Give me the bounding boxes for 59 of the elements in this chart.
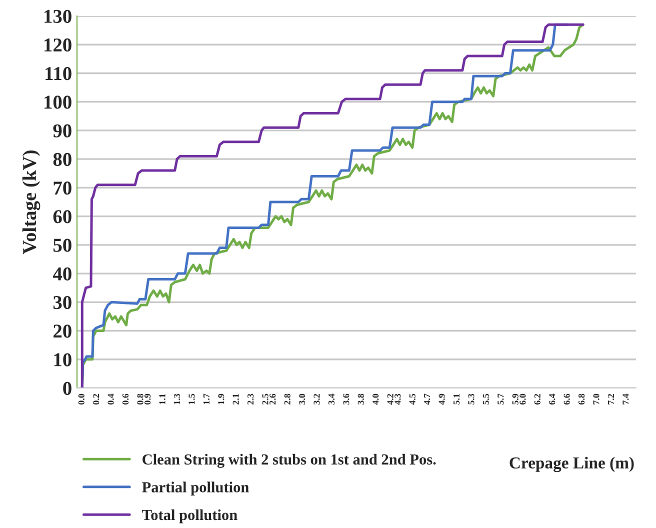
y-tick-label: 30: [53, 296, 72, 310]
y-axis-title: Voltage (kV): [22, 150, 40, 254]
y-tick-label: 60: [53, 210, 72, 224]
x-tick-label: 4.7: [424, 394, 430, 405]
y-tick-label: 110: [46, 67, 72, 80]
y-tick-label: 10: [54, 353, 72, 366]
x-tick-label: 4.2: [387, 394, 394, 405]
legend-label: Total pollution: [142, 509, 238, 524]
x-tick-label: 7.0: [593, 394, 600, 404]
x-tick-label: 3.4: [328, 394, 335, 404]
y-tick-label: 20: [54, 324, 72, 338]
y-tick-label: 50: [53, 238, 72, 252]
x-tick-label: 2.5: [262, 394, 268, 404]
x-tick-label: 4.0: [372, 394, 379, 405]
y-tick-label: 130: [44, 10, 72, 23]
x-tick-label: 5.3: [468, 394, 474, 404]
x-tick-label: 1.7: [203, 394, 210, 404]
x-tick-label: 0.9: [144, 394, 151, 404]
x-tick-label: 4.5: [409, 394, 416, 405]
x-tick-label: 5.7: [498, 394, 504, 404]
x-tick-label: 0.0: [78, 394, 84, 404]
x-tick-label: 6.8: [578, 394, 585, 405]
x-tick-label: 0.8: [137, 394, 144, 404]
y-tick-label: 40: [52, 267, 72, 280]
x-tick-label: 0.2: [93, 394, 100, 404]
x-tick-label: 1.1: [159, 394, 166, 404]
x-tick-label: 5.9: [512, 394, 518, 404]
y-tick-label: 0: [63, 382, 72, 395]
y-tick-label: 100: [44, 96, 72, 109]
legend-label: Partial pollution: [142, 482, 249, 496]
x-tick-label: 2.8: [284, 394, 290, 404]
legend-label: Clean String with 2 stubs on 1st and 2nd Pos.: [142, 454, 436, 468]
x-tick-label: 0.4: [108, 394, 114, 404]
x-tick-label: 3.8: [358, 394, 364, 404]
x-tick-label: 2.1: [232, 394, 239, 404]
x-tick-label: 1.9: [218, 394, 224, 404]
y-tick-label: 90: [53, 124, 72, 138]
x-tick-label: 5.5: [482, 394, 489, 404]
x-tick-label: 0.6: [122, 394, 129, 404]
x-tick-label: 1.3: [174, 394, 180, 404]
y-tick-label: 80: [53, 152, 72, 166]
y-tick-label: 120: [44, 38, 72, 52]
x-tick-label: 6.6: [564, 394, 570, 405]
x-axis-title: Crepage Line (m): [510, 456, 634, 472]
x-tick-label: 4.9: [438, 394, 445, 405]
x-tick-label: 3.6: [343, 394, 350, 404]
x-tick-label: 4.3: [394, 394, 401, 405]
x-tick-label: 6.4: [549, 394, 556, 405]
x-tick-label: 5.1: [453, 394, 460, 404]
x-tick-label: 1.5: [188, 394, 195, 404]
x-tick-label: 6.0: [520, 394, 526, 405]
x-tick-label: 6.2: [534, 394, 540, 405]
x-tick-label: 7.2: [608, 394, 614, 404]
x-tick-label: 3.2: [314, 394, 320, 404]
y-tick-label: 70: [54, 182, 72, 195]
x-tick-label: 7.4: [622, 394, 629, 404]
x-tick-label: 3.0: [298, 394, 306, 404]
x-tick-label: 2.6: [270, 394, 276, 404]
x-tick-label: 2.3: [248, 394, 254, 404]
